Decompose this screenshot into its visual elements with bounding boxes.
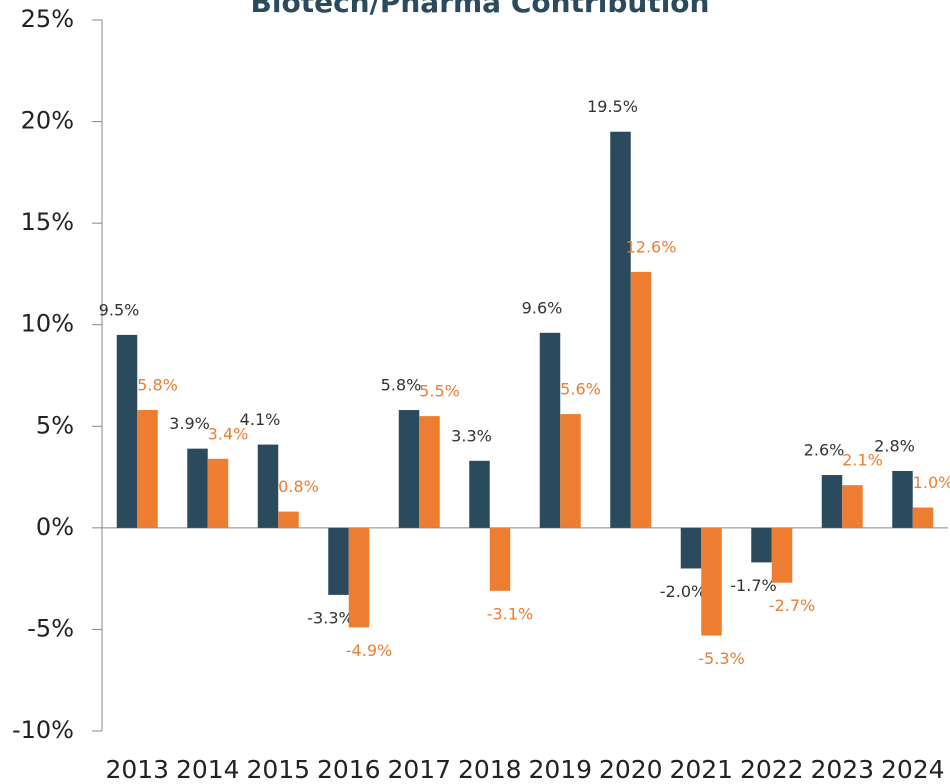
bar bbox=[751, 527, 772, 563]
data-label: 9.6% bbox=[522, 298, 563, 317]
x-tick-label: 2015 bbox=[246, 755, 310, 784]
data-label: 5.5% bbox=[419, 382, 460, 401]
data-label: -2.7% bbox=[769, 596, 815, 615]
x-tick-label: 2021 bbox=[669, 755, 733, 784]
bar bbox=[207, 458, 229, 528]
bar bbox=[701, 527, 722, 636]
x-tick-label: 2013 bbox=[105, 755, 169, 784]
bar bbox=[560, 414, 581, 528]
data-label: -4.9% bbox=[346, 641, 392, 660]
data-label: 0.8% bbox=[278, 477, 319, 496]
y-tick-label: 10% bbox=[21, 310, 74, 338]
data-label: 4.1% bbox=[240, 410, 281, 429]
bar bbox=[278, 511, 299, 528]
data-label: 19.5% bbox=[587, 97, 638, 116]
bar bbox=[892, 470, 913, 528]
data-label: -2.0% bbox=[660, 582, 706, 601]
bar bbox=[257, 444, 279, 528]
bar bbox=[821, 475, 843, 528]
data-label: 1.0% bbox=[913, 473, 950, 492]
bar bbox=[419, 416, 440, 528]
data-label: -3.1% bbox=[487, 604, 533, 623]
bar bbox=[398, 410, 420, 528]
data-label: 2.6% bbox=[804, 441, 845, 460]
bar bbox=[328, 527, 349, 595]
y-tick-label: -10% bbox=[12, 716, 74, 744]
bar bbox=[771, 527, 793, 583]
bar bbox=[348, 527, 370, 628]
data-label: 9.5% bbox=[99, 300, 140, 319]
data-label: 5.8% bbox=[381, 376, 422, 395]
data-label: 2.8% bbox=[874, 436, 915, 455]
bar bbox=[539, 332, 561, 528]
x-tick-label: 2024 bbox=[881, 755, 945, 784]
x-tick-label: 2020 bbox=[599, 755, 663, 784]
x-tick-label: 2016 bbox=[317, 755, 381, 784]
bar bbox=[187, 448, 208, 528]
y-tick-label: 20% bbox=[21, 107, 74, 135]
data-label: -3.3% bbox=[307, 608, 353, 627]
x-tick-label: 2023 bbox=[810, 755, 874, 784]
y-tick-label: 0% bbox=[36, 513, 74, 541]
y-tick-label: 25% bbox=[21, 5, 74, 33]
y-tick-label: 15% bbox=[21, 208, 74, 236]
data-label: 3.3% bbox=[451, 426, 492, 445]
data-label: 2.1% bbox=[842, 451, 883, 470]
data-label: 5.8% bbox=[137, 376, 178, 395]
data-label: -5.3% bbox=[698, 649, 744, 668]
x-tick-label: 2017 bbox=[387, 755, 451, 784]
data-label: 3.9% bbox=[169, 414, 210, 433]
bar bbox=[469, 460, 490, 528]
y-tick-label: 5% bbox=[36, 411, 74, 439]
bar bbox=[630, 271, 652, 528]
x-tick-label: 2014 bbox=[176, 755, 240, 784]
data-label: 3.4% bbox=[208, 424, 249, 443]
bar bbox=[912, 507, 934, 528]
data-label: -1.7% bbox=[730, 576, 776, 595]
y-tick-label: -5% bbox=[27, 614, 74, 642]
chart-title: Biotech/Pharma Contribution bbox=[251, 0, 710, 19]
bar bbox=[116, 334, 138, 528]
data-label: 12.6% bbox=[626, 237, 677, 256]
x-tick-label: 2018 bbox=[458, 755, 522, 784]
bar bbox=[610, 131, 631, 528]
x-tick-label: 2019 bbox=[528, 755, 592, 784]
data-label: 5.6% bbox=[560, 380, 601, 399]
bar bbox=[489, 527, 511, 591]
bar bbox=[137, 410, 158, 528]
bar bbox=[680, 527, 702, 569]
x-tick-label: 2022 bbox=[740, 755, 804, 784]
bar bbox=[842, 485, 863, 528]
